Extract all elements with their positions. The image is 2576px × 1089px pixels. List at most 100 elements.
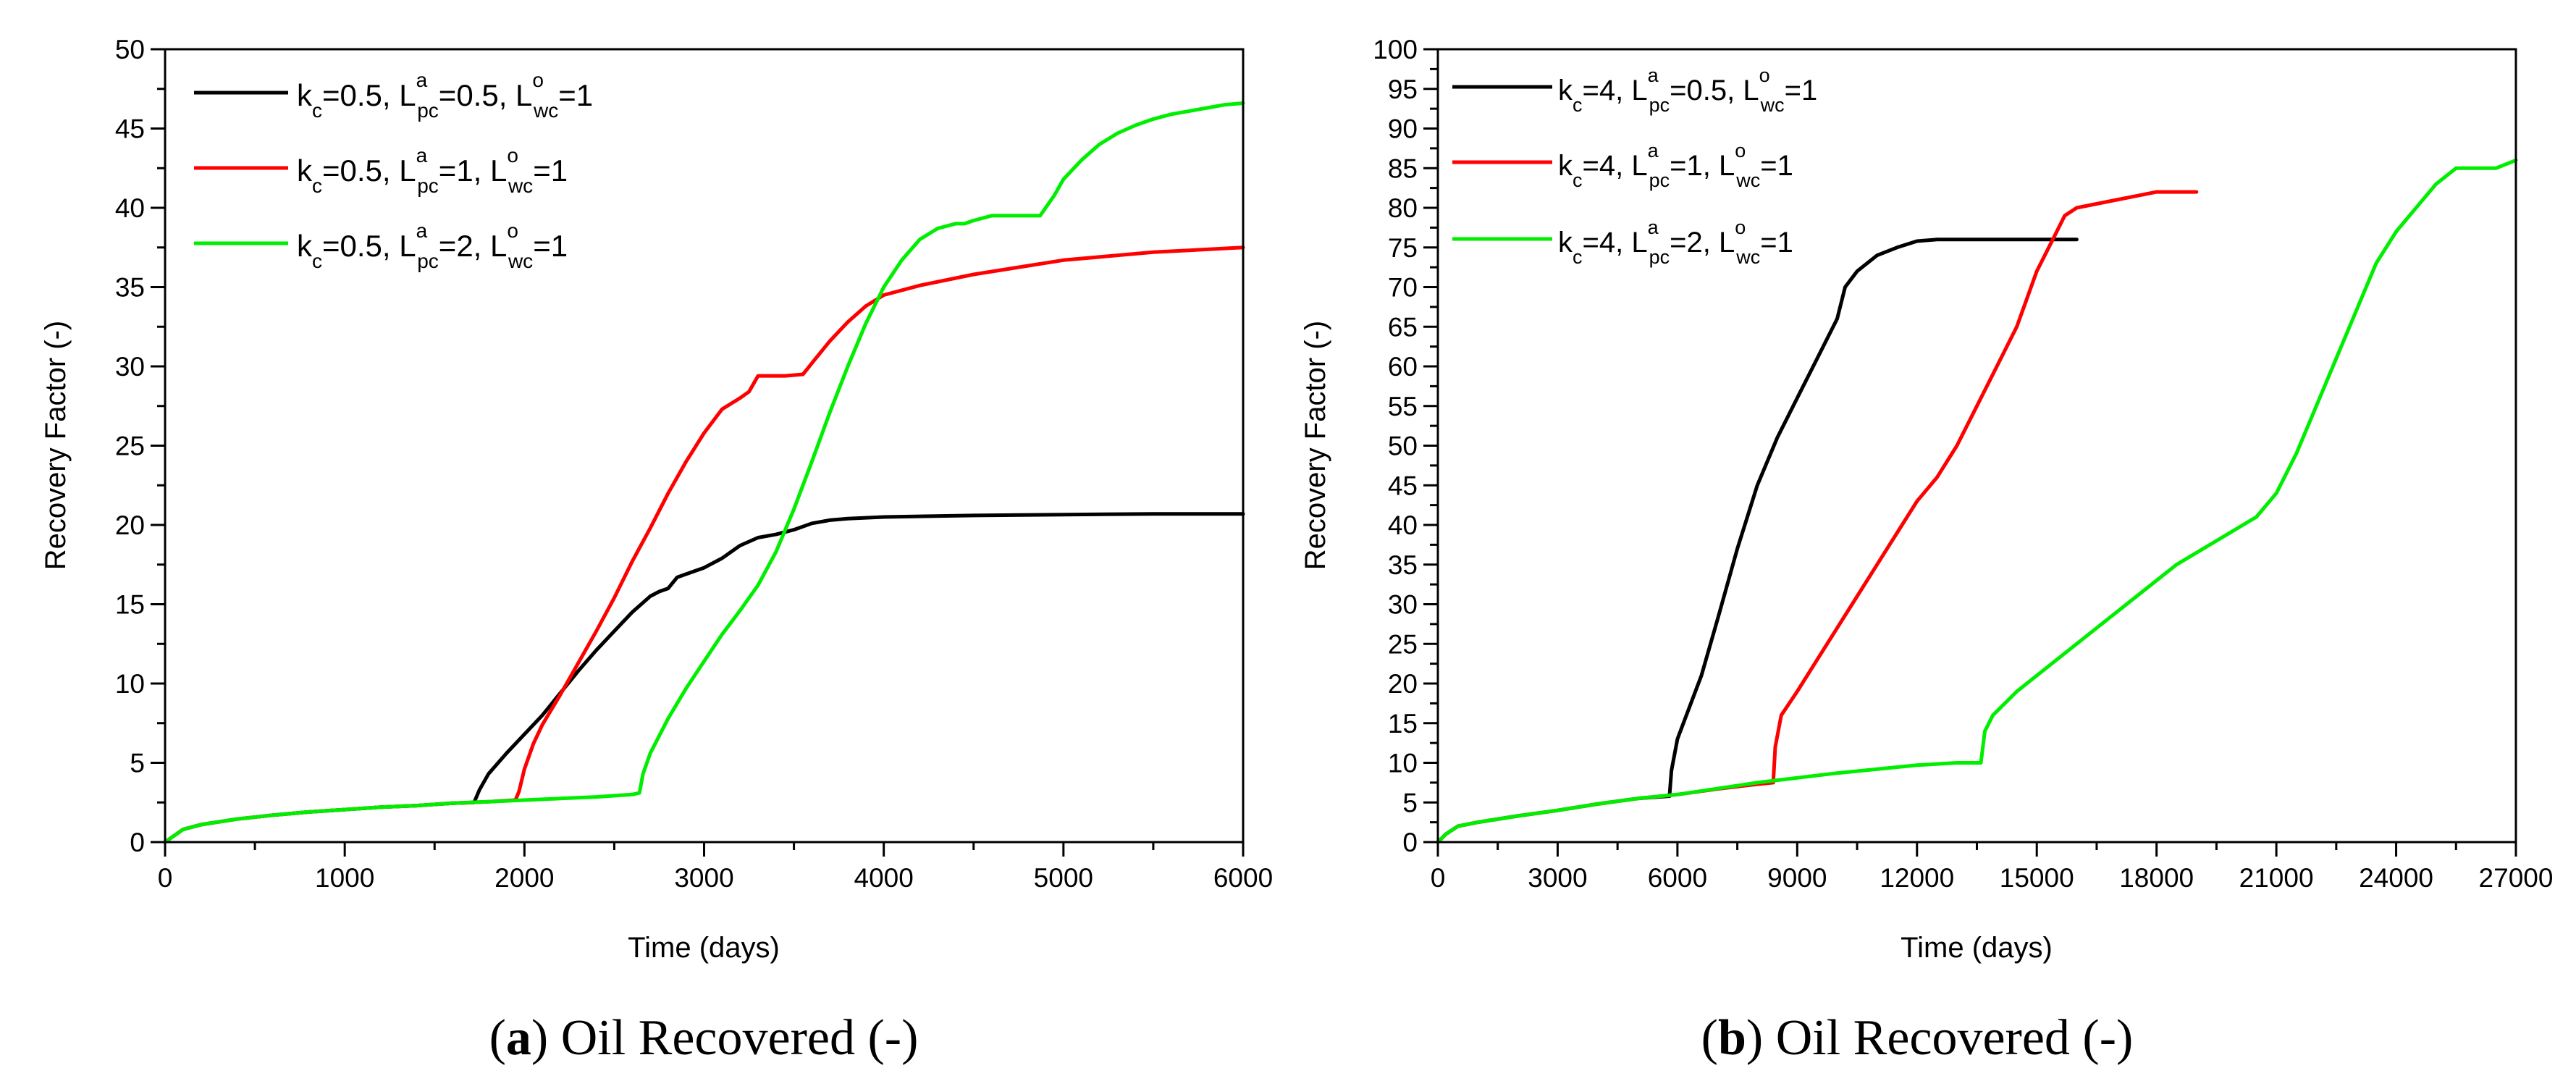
legend-eq-k: =: [1583, 227, 1599, 258]
y-tick-label: 20: [1388, 669, 1418, 699]
y-tick-label: 15: [1388, 709, 1418, 739]
x-tick-label: 2000: [494, 863, 554, 893]
x-tick-label: 4000: [854, 863, 914, 893]
legend-lo: 1: [576, 78, 593, 112]
legend-eq-la: =: [439, 78, 457, 112]
y-tick-label: 35: [1388, 550, 1418, 580]
legend-eq-la: =: [439, 154, 457, 188]
series-line-2: [1436, 158, 2518, 844]
x-tick-label: 12000: [1880, 863, 1954, 893]
panel-b-caption-text: Oil Recovered (-): [1776, 1010, 2134, 1066]
legend-mid: , L: [1615, 227, 1647, 258]
legend-sub: c: [1573, 169, 1583, 191]
x-tick-label: 6000: [1213, 863, 1273, 893]
legend-mid2: , L: [1703, 227, 1735, 258]
legend-sup-o: o: [532, 69, 544, 91]
y-tick-label: 60: [1388, 352, 1418, 382]
y-tick-label: 85: [1388, 154, 1418, 183]
y-tick-label: 5: [130, 749, 145, 778]
legend-sub-pc: pc: [417, 175, 439, 197]
legend-sup-o: o: [1759, 64, 1770, 86]
y-tick-label: 25: [1388, 629, 1418, 659]
y-tick-label: 35: [115, 273, 145, 303]
series-line-2: [163, 101, 1245, 844]
legend-mid: , L: [382, 154, 416, 188]
panel-a-x-axis-title: Time (days): [628, 932, 780, 964]
panel-a-legend: kc=0.5, La pc=0.5, Lo wc=1 kc=0.5, La pc=1,…: [194, 69, 593, 272]
legend-sub-pc: pc: [417, 99, 439, 122]
legend-sub-wc: wc: [508, 250, 533, 272]
legend-eq-k: =: [1583, 75, 1599, 106]
legend-lo: 1: [1777, 227, 1793, 258]
legend-sup-a: a: [416, 144, 428, 167]
series-line-1: [163, 245, 1245, 844]
legend-mid: , L: [1615, 150, 1647, 182]
legend-eq-k: =: [322, 78, 340, 112]
panel-b-label: b: [1718, 1010, 1746, 1066]
panel-b-series: [1436, 158, 2518, 844]
legend-eq-la: =: [1670, 75, 1686, 106]
panel-a-caption: (a) Oil Recovered (-): [489, 1010, 919, 1066]
y-tick-label: 40: [115, 193, 145, 223]
legend-mid: , L: [382, 229, 416, 263]
panel-b-ticks: 0 3000 6000 9000 12000 15000 18000 21000 24000 27…: [1373, 35, 2553, 893]
panel-a-caption-text: Oil Recovered (-): [561, 1010, 919, 1066]
legend-sub-wc: wc: [1735, 169, 1760, 191]
y-tick-label: 10: [115, 669, 145, 699]
y-tick-label: 30: [1388, 590, 1418, 620]
x-tick-label: 0: [1431, 863, 1446, 893]
x-tick-label: 3000: [1528, 863, 1587, 893]
y-tick-label: 65: [1388, 312, 1418, 342]
legend-sub: c: [312, 250, 322, 272]
legend-k: 4: [1599, 75, 1615, 106]
legend-text-a-2: kc=0.5, La pc=2, Lo wc=1: [297, 219, 568, 272]
legend-text-b-2: kc=4, La pc=2, Lo wc=1: [1558, 216, 1793, 268]
legend-sub: c: [312, 175, 322, 197]
legend-la: 2: [456, 229, 473, 263]
legend-la: 0.5: [1687, 75, 1727, 106]
legend-sub: c: [312, 99, 322, 122]
series-line-1: [1436, 190, 2199, 844]
legend-text-a-1: kc=0.5, La pc=1, Lo wc=1: [297, 144, 568, 197]
legend-sup-o: o: [1735, 216, 1746, 238]
x-tick-label: 21000: [2239, 863, 2314, 893]
y-tick-label: 50: [115, 35, 145, 64]
legend-sub: c: [1573, 246, 1583, 268]
legend-text-b-0: kc=4, La pc=0.5, Lo wc=1: [1558, 64, 1817, 116]
legend-sub-pc: pc: [1649, 246, 1670, 268]
legend-eq-k: =: [1583, 150, 1599, 182]
legend-sup-a: a: [1648, 64, 1659, 86]
legend-lo: 1: [551, 154, 568, 188]
y-tick-label: 0: [130, 828, 145, 857]
legend-la: 1: [1687, 150, 1703, 182]
legend-sup-o: o: [507, 219, 518, 242]
legend-la: 0.5: [456, 78, 498, 112]
x-tick-label: 5000: [1034, 863, 1093, 893]
legend-lo: 1: [551, 229, 568, 263]
legend-mid2: , L: [499, 78, 533, 112]
legend-sup-a: a: [1648, 140, 1659, 161]
legend-eq-la: =: [1670, 150, 1686, 182]
y-tick-label: 45: [115, 114, 145, 144]
legend-sup-a: a: [416, 219, 428, 242]
legend-text-a-0: kc=0.5, La pc=0.5, Lo wc=1: [297, 69, 593, 122]
legend-sup-a: a: [416, 69, 428, 91]
legend-sub-pc: pc: [417, 250, 439, 272]
panel-b-legend: kc=4, La pc=0.5, Lo wc=1 kc=4, La pc=1, Lo w…: [1452, 64, 1817, 268]
x-tick-label: 0: [158, 863, 173, 893]
y-tick-label: 0: [1402, 828, 1418, 857]
y-tick-label: 40: [1388, 510, 1418, 540]
legend-lo: 1: [1777, 150, 1793, 182]
y-tick-label: 70: [1388, 273, 1418, 303]
x-tick-label: 24000: [2359, 863, 2433, 893]
x-tick-label: 27000: [2479, 863, 2554, 893]
legend-eq-k: =: [322, 154, 340, 188]
panel-a-y-axis-title: Recovery Factor (-): [40, 321, 72, 571]
y-tick-label: 95: [1388, 75, 1418, 104]
x-tick-label: 9000: [1767, 863, 1827, 893]
legend-eq-lo: =: [1760, 227, 1777, 258]
legend-eq-lo: =: [1785, 75, 1801, 106]
legend-eq-lo: =: [558, 78, 576, 112]
legend-sup-o: o: [1735, 140, 1746, 161]
